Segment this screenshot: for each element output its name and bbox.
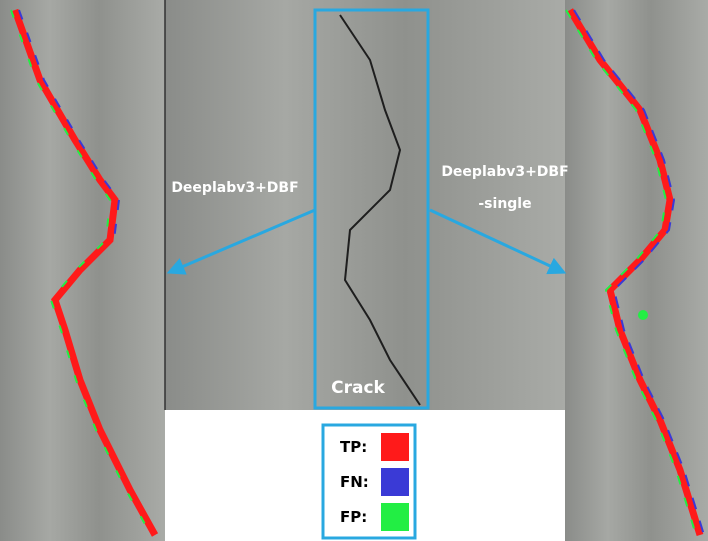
legend-swatch (381, 503, 409, 531)
fp-spot (638, 310, 648, 320)
center-label: Crack (331, 378, 385, 398)
legend-label: FN: (340, 473, 369, 491)
right-panel (565, 0, 708, 541)
legend-label: FP: (340, 508, 367, 526)
right-label: Deeplabv3+DBF (441, 164, 568, 180)
figure: Deeplabv3+DBF Deeplabv3+DBF -single Crac… (0, 0, 708, 541)
legend-label: TP: (340, 438, 367, 456)
legend-swatch (381, 468, 409, 496)
legend-swatch (381, 433, 409, 461)
right-label: -single (478, 196, 531, 212)
left-label: Deeplabv3+DBF (171, 180, 298, 196)
